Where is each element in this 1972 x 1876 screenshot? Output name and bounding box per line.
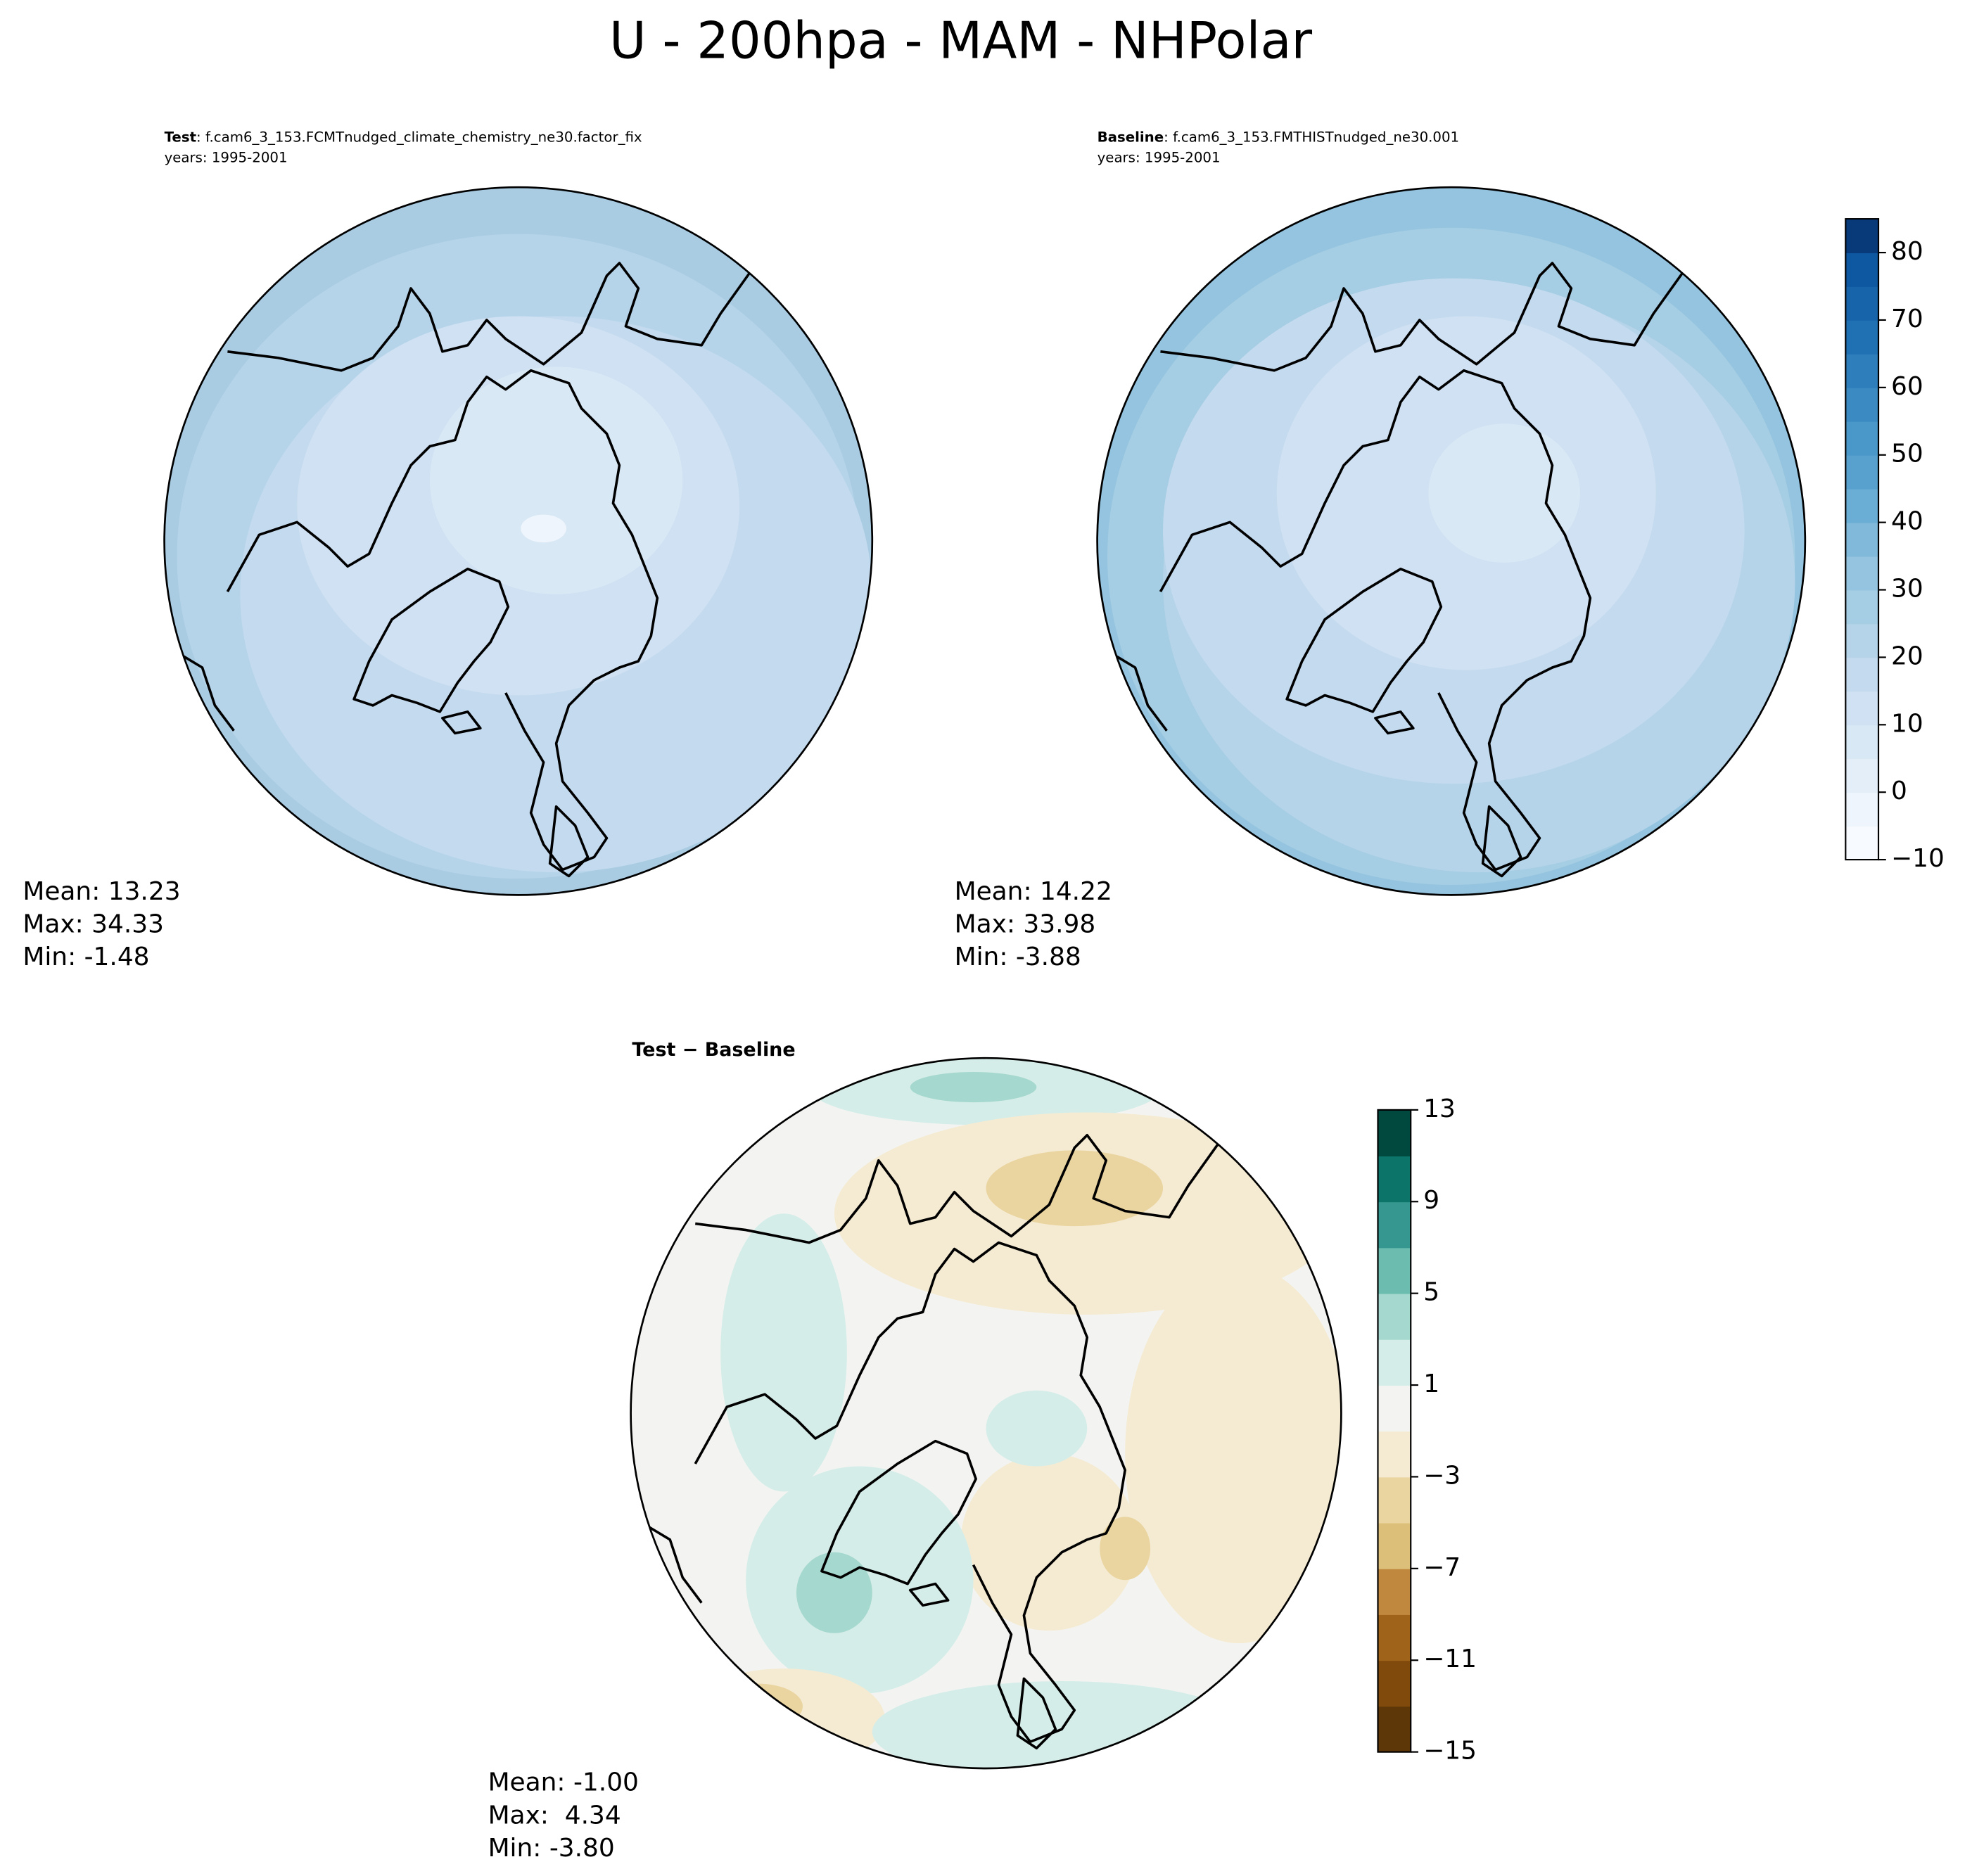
- colorbar-band: [1845, 421, 1879, 456]
- colorbar-band: [1378, 1293, 1411, 1340]
- colorbar-frame: [1845, 218, 1880, 861]
- map: [1097, 187, 1805, 895]
- figure-title: U - 200hpa - MAM - NHPolar: [609, 11, 1312, 70]
- colorbar-tick-label: 40: [1891, 507, 1923, 536]
- panel-label-bold: Test: [165, 129, 196, 146]
- panel-label-bold: Baseline: [1098, 129, 1164, 146]
- colorbar-band: [1378, 1660, 1411, 1707]
- colorbar-tick-label: 13: [1423, 1095, 1456, 1123]
- colorbar-band: [1378, 1706, 1411, 1753]
- colorbar-band: [1845, 623, 1879, 658]
- colorbar-band: [1845, 826, 1879, 860]
- colorbar-tick-label: 5: [1423, 1278, 1439, 1307]
- panel-years: years: 1995-2001: [165, 149, 288, 165]
- stat: Mean: -1.00: [488, 1768, 639, 1797]
- colorbar-band: [1845, 522, 1879, 557]
- panel-label-text: : f.cam6_3_153.FMTHISTnudged_ne30.001: [1164, 129, 1459, 146]
- colorbar-tick-label: −15: [1423, 1737, 1477, 1766]
- map: [164, 187, 872, 895]
- colorbar-tick-label: 0: [1891, 777, 1907, 805]
- map-boundary: [163, 186, 874, 896]
- colorbar-band: [1378, 1385, 1411, 1432]
- colorbar-band: [1845, 319, 1879, 355]
- colorbar-tick-label: 1: [1423, 1370, 1439, 1398]
- colorbar-band: [1378, 1568, 1411, 1615]
- colorbar-tick-label: 70: [1891, 305, 1923, 333]
- colorbar-tick-label: 9: [1423, 1186, 1439, 1215]
- stat: Min: -3.80: [488, 1834, 615, 1863]
- colorbar-band: [1845, 556, 1879, 591]
- panel-years: years: 1995-2001: [1098, 149, 1221, 165]
- stat: Min: -3.88: [955, 943, 1081, 971]
- colorbar-tick-label: −10: [1891, 844, 1945, 873]
- stat: Max: 33.98: [955, 910, 1096, 939]
- colorbar-band: [1378, 1522, 1411, 1569]
- colorbar-tick-label: −11: [1423, 1645, 1477, 1673]
- map-boundary: [1096, 186, 1807, 896]
- colorbar-tick-label: 30: [1891, 575, 1923, 604]
- colorbar-band: [1845, 353, 1879, 388]
- colorbar-tick-label: 50: [1891, 440, 1923, 468]
- colorbar-band: [1845, 758, 1879, 793]
- colorbar-band: [1845, 454, 1879, 490]
- colorbar-band: [1378, 1476, 1411, 1524]
- stat: Min: -1.48: [23, 943, 149, 971]
- colorbar-band: [1378, 1339, 1411, 1386]
- colorbar-tick-label: 20: [1891, 642, 1923, 670]
- map-boundary: [630, 1057, 1342, 1770]
- stat: Mean: 13.23: [23, 877, 180, 906]
- stat: Mean: 14.22: [955, 877, 1112, 906]
- colorbar-band: [1845, 219, 1879, 253]
- panel-label: Test − Baseline: [632, 1039, 795, 1061]
- colorbar-tick-label: 60: [1891, 372, 1923, 401]
- colorbar-tick-label: 10: [1891, 709, 1923, 738]
- colorbar-tick-label: 80: [1891, 237, 1923, 266]
- map: [630, 1058, 1342, 1768]
- colorbar-band: [1378, 1247, 1411, 1294]
- panel-label: Test: f.cam6_3_153.FCMTnudged_climate_ch…: [165, 129, 642, 146]
- colorbar-band: [1845, 792, 1879, 827]
- colorbar-band: [1378, 1156, 1411, 1203]
- stat: Max: 4.34: [488, 1801, 621, 1830]
- colorbar-band: [1845, 691, 1879, 726]
- colorbar-band: [1845, 387, 1879, 422]
- colorbar-band: [1378, 1201, 1411, 1249]
- colorbar-tick-label: −7: [1423, 1553, 1461, 1582]
- stat: Max: 34.33: [23, 910, 164, 939]
- panel-label-text: : f.cam6_3_153.FCMTnudged_climate_chemis…: [196, 129, 642, 146]
- colorbar-band: [1845, 589, 1879, 625]
- colorbar-band: [1378, 1614, 1411, 1661]
- colorbar-tick-label: −3: [1423, 1461, 1461, 1490]
- colorbar-band: [1845, 253, 1879, 287]
- colorbar-frame: [1377, 1109, 1412, 1753]
- colorbar-band: [1845, 657, 1879, 692]
- colorbar-band: [1845, 286, 1879, 321]
- colorbar-band: [1845, 488, 1879, 523]
- panel-label: Baseline: f.cam6_3_153.FMTHISTnudged_ne3…: [1098, 129, 1460, 146]
- colorbar-band: [1378, 1431, 1411, 1478]
- colorbar-band: [1845, 725, 1879, 760]
- colorbar-band: [1378, 1109, 1411, 1156]
